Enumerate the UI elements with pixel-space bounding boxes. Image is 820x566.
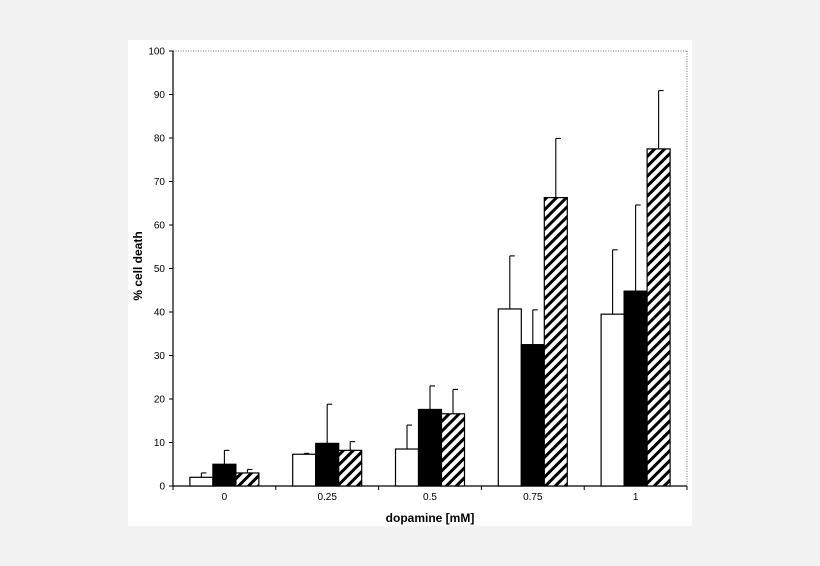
bar [315, 442, 340, 487]
x-tick-label: 1 [633, 492, 639, 503]
y-tick-label: 30 [154, 351, 166, 362]
bar [646, 148, 671, 487]
y-tick-label: 90 [154, 90, 166, 101]
y-tick-label: 20 [154, 395, 166, 406]
bar [600, 313, 625, 487]
x-tick-label: 0.5 [423, 492, 437, 503]
bar [417, 408, 443, 487]
y-tick-label: 100 [148, 47, 165, 58]
y-tick-label: 80 [154, 134, 166, 145]
bar [338, 449, 363, 487]
y-axis-title: % cell death [131, 231, 145, 300]
bar-chart: 0 10 20 30 40 50 60 70 80 90 100 0 0.25 0.5 0.75 1 % ce… [131, 47, 688, 525]
x-tick-label: 0 [222, 492, 228, 503]
x-tick-label: 0.75 [523, 492, 543, 503]
bar [520, 344, 545, 487]
y-tick-label: 70 [154, 177, 166, 188]
y-tick-label: 10 [154, 438, 166, 449]
bar [235, 472, 260, 487]
chart-figure: 0 10 20 30 40 50 60 70 80 90 100 0 0.25 0.5 0.75 1 % ce… [128, 40, 692, 526]
y-tick-label: 40 [154, 308, 166, 319]
bar [623, 290, 648, 487]
x-axis-title: dopamine [mM] [386, 511, 475, 525]
y-tick-label: 0 [159, 482, 165, 493]
bar [497, 308, 522, 487]
bar [394, 448, 420, 487]
y-tick-label: 60 [154, 221, 166, 232]
bar [189, 476, 214, 487]
x-tick-label: 0.25 [317, 492, 337, 503]
y-tick-label: 50 [154, 264, 166, 275]
bar [212, 463, 237, 487]
bar [543, 196, 568, 487]
bar [440, 413, 466, 487]
bar [292, 453, 317, 487]
